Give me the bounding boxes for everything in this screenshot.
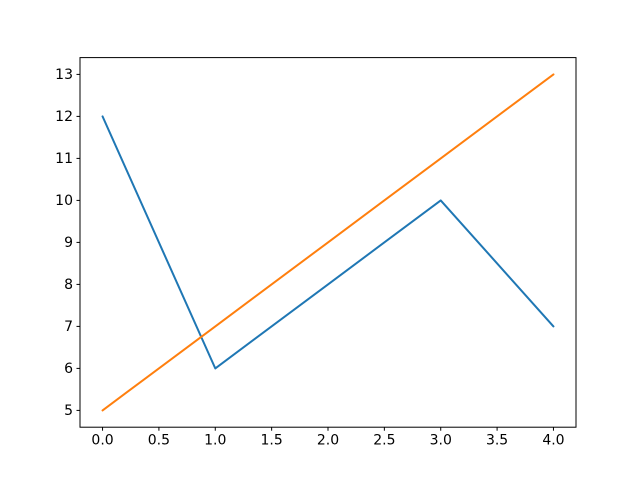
x-tick-label: 3.5 xyxy=(486,433,508,449)
y-tick-label: 6 xyxy=(64,361,73,377)
x-tick-label: 0.0 xyxy=(91,433,113,449)
y-tick-label: 5 xyxy=(64,403,73,419)
y-tick-label: 7 xyxy=(64,319,73,335)
y-tick-label: 12 xyxy=(55,109,73,125)
x-tick-label: 1.5 xyxy=(261,433,283,449)
x-tick-label: 1.0 xyxy=(204,433,226,449)
blue-line xyxy=(101,115,555,370)
y-tick-label: 11 xyxy=(55,151,73,167)
x-tick-label: 0.5 xyxy=(148,433,170,449)
x-tick-label: 2.5 xyxy=(373,433,395,449)
x-axis: 0.0 0.5 1.0 1.5 2.0 2.5 3.0 3.5 4.0 xyxy=(91,427,565,449)
y-tick-label: 8 xyxy=(64,277,73,293)
data-series xyxy=(101,73,555,412)
x-tick-label: 2.0 xyxy=(317,433,339,449)
y-tick-label: 9 xyxy=(64,235,73,251)
orange-line xyxy=(101,73,555,412)
x-tick-label: 3.0 xyxy=(430,433,452,449)
y-axis: 5 6 7 8 9 10 11 12 13 xyxy=(55,67,80,419)
x-tick-label: 4.0 xyxy=(542,433,564,449)
y-tick-label: 13 xyxy=(55,67,73,83)
y-tick-label: 10 xyxy=(55,193,73,209)
